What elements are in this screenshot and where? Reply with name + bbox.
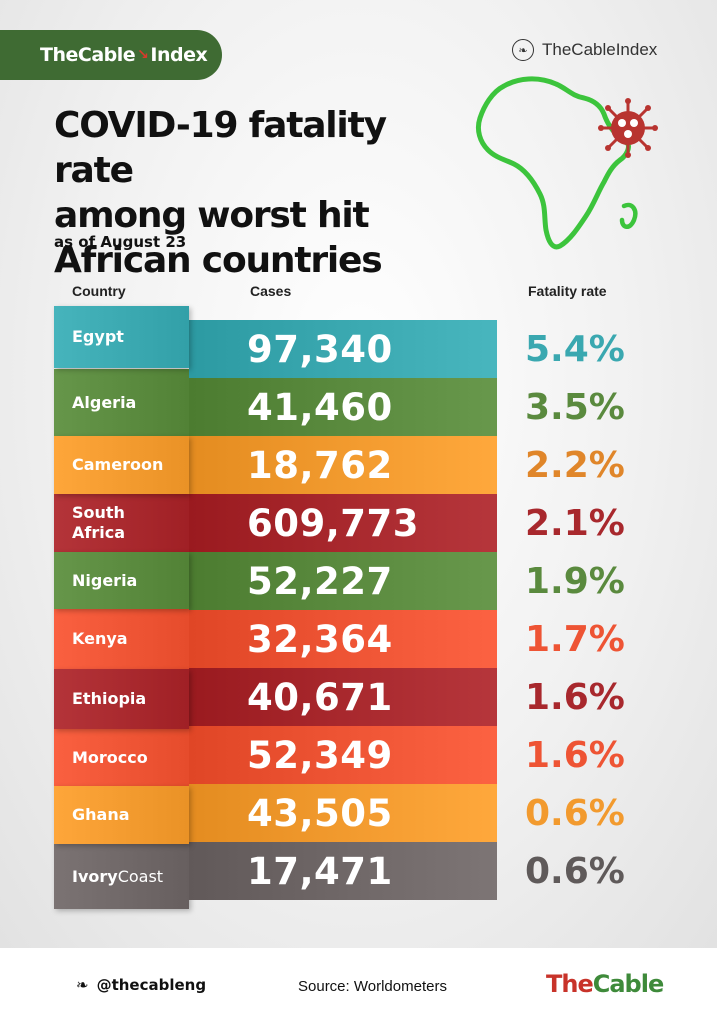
brand-name: TheCable — [40, 44, 136, 66]
cases-bar: 17,471 — [189, 842, 497, 900]
fatality-rate-value: 2.1% — [525, 502, 625, 544]
fatality-rate-value: 0.6% — [525, 850, 625, 892]
fatality-rate-value: 1.6% — [525, 676, 625, 718]
cursor-icon: ↘ — [137, 47, 149, 63]
infographic: TheCable ↘ Index ❧ TheCableIndex COVID-1… — [0, 0, 717, 948]
column-header-fatality-rate: Fatality rate — [528, 283, 607, 299]
cases-bar: 52,349 — [189, 726, 497, 784]
country-name: Ghana — [72, 805, 130, 824]
country-label: Kenya — [54, 609, 189, 669]
column-header-cases: Cases — [250, 283, 292, 299]
thecable-logo: TheCable — [546, 970, 664, 998]
cases-value: 43,505 — [247, 791, 393, 835]
country-name: Algeria — [72, 392, 137, 412]
title-line: COVID-19 fatality rate — [54, 105, 387, 191]
title-line: African countries — [54, 240, 383, 281]
fatality-rate-value: 5.4% — [525, 328, 625, 370]
cases-value: 18,762 — [247, 443, 393, 487]
footer-twitter-handle[interactable]: ❧ @thecableng — [76, 976, 206, 994]
fatality-rate-value: 2.2% — [525, 444, 625, 486]
country-label: Ghana — [54, 786, 189, 844]
cases-value: 17,471 — [247, 849, 393, 893]
fatality-rate-value: 3.5% — [525, 386, 625, 428]
country-label: Ethiopia — [54, 669, 189, 729]
country-name: Cameroon — [72, 455, 164, 474]
cases-value: 52,349 — [247, 733, 393, 777]
country-name-part: Ivory — [72, 866, 118, 886]
logo-the: The — [546, 970, 594, 998]
title-line: among worst hit — [54, 195, 370, 236]
country-name-line: South — [72, 503, 125, 522]
country-name: Egypt — [72, 327, 124, 346]
country-name-line: Africa — [72, 523, 125, 542]
fatality-rate-value: 1.7% — [525, 618, 625, 660]
country-label: Ivory Coast — [54, 844, 189, 909]
country-label: South Africa — [54, 494, 189, 552]
country-label: Morocco — [54, 729, 189, 786]
logo-cable: Cable — [592, 970, 664, 998]
twitter-handle-top[interactable]: ❧ TheCableIndex — [512, 38, 657, 62]
country-label: Algeria — [54, 369, 189, 436]
country-name: Nigeria — [72, 570, 138, 590]
country-label: Cameroon — [54, 436, 189, 494]
cases-value: 52,227 — [247, 559, 393, 603]
cases-bar: 40,671 — [189, 668, 497, 726]
fatality-rate-value: 1.6% — [525, 734, 625, 776]
virus-icon — [598, 98, 658, 158]
cases-value: 97,340 — [247, 327, 393, 371]
page-title: COVID-19 fatality rate among worst hit A… — [54, 103, 474, 283]
cases-bar: 52,227 — [189, 552, 497, 610]
cases-bar: 18,762 — [189, 436, 497, 494]
fatality-rate-value: 1.9% — [525, 560, 625, 602]
cases-bar: 32,364 — [189, 610, 497, 668]
twitter-bird-icon: ❧ — [512, 39, 534, 61]
cases-value: 41,460 — [247, 385, 393, 429]
footer: ❧ @thecableng Source: Worldometers TheCa… — [0, 948, 717, 1024]
cases-bar: 41,460 — [189, 378, 497, 436]
country-name: Morocco — [72, 747, 148, 767]
twitter-bird-icon: ❧ — [76, 976, 89, 994]
cases-value: 40,671 — [247, 675, 393, 719]
cases-value: 609,773 — [247, 501, 420, 545]
brand-badge: TheCable ↘ Index — [0, 30, 222, 80]
country-name: Ethiopia — [72, 689, 147, 708]
country-name: Kenya — [72, 629, 128, 648]
data-table: 97,340 Egypt 5.4% 41,460 Algeria 3.5% 18,762 Ca… — [54, 306, 625, 909]
source-note: Source: Worldometers — [298, 978, 447, 995]
cases-value: 32,364 — [247, 617, 393, 661]
africa-map-icon — [475, 76, 658, 250]
cases-bar: 609,773 — [189, 494, 497, 552]
footer-handle-text: @thecableng — [96, 976, 207, 994]
cases-bar: 97,340 — [189, 320, 497, 378]
country-name-part: Coast — [117, 866, 164, 886]
brand-suffix: Index — [150, 44, 208, 66]
fatality-rate-value: 0.6% — [525, 792, 625, 834]
cases-bar: 43,505 — [189, 784, 497, 842]
country-label: Nigeria — [54, 552, 189, 609]
country-label: Egypt — [54, 306, 189, 368]
twitter-handle-text: TheCableIndex — [542, 40, 658, 59]
column-header-country: Country — [72, 283, 126, 299]
subtitle: as of August 23 — [54, 233, 187, 251]
